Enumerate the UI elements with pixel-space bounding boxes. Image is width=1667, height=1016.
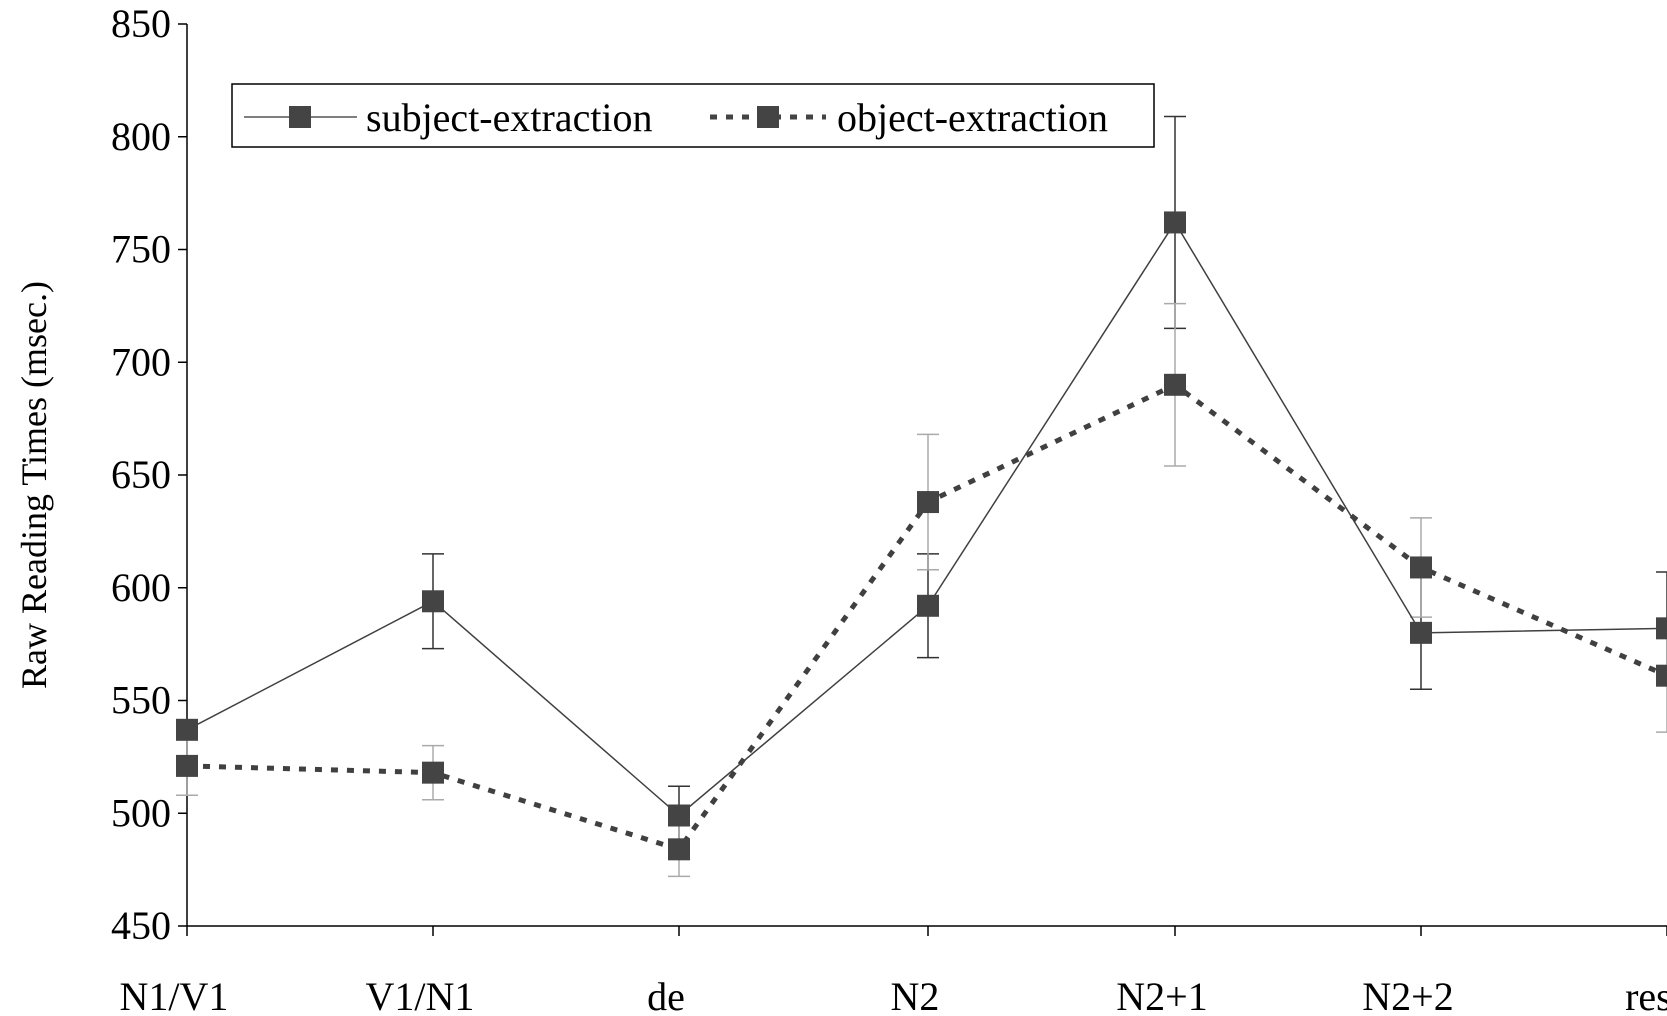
data-point-subject-extraction: [1164, 211, 1186, 234]
x-tick-label: N2+1: [1116, 974, 1207, 1016]
x-tick-label: N2: [891, 974, 940, 1016]
x-tick-label: N1/V1: [120, 974, 229, 1016]
data-point-object-extraction: [1410, 556, 1432, 579]
y-tick-label: 650: [111, 452, 171, 497]
x-tick-label: V1/N1: [366, 974, 475, 1016]
y-tick-label: 500: [111, 790, 171, 835]
legend-marker-object: [757, 106, 779, 128]
y-tick-label: 450: [111, 903, 171, 948]
data-point-object-extraction: [917, 491, 939, 514]
y-tick-label: 550: [111, 678, 171, 723]
data-point-subject-extraction: [917, 594, 939, 617]
data-point-subject-extraction: [668, 804, 690, 827]
y-axis-title: Raw Reading Times (msec.): [14, 281, 54, 689]
data-point-subject-extraction: [422, 590, 444, 613]
data-point-object-extraction: [176, 754, 198, 777]
series-line-object-extraction: [186, 381, 1667, 853]
series-markers: [176, 211, 1667, 861]
legend: subject-extraction object-extraction: [231, 83, 1155, 148]
x-tick-label: de: [647, 974, 685, 1016]
data-point-subject-extraction: [176, 718, 198, 741]
data-point-subject-extraction: [1656, 617, 1667, 640]
data-point-subject-extraction: [1410, 621, 1432, 644]
legend-label-object: object-extraction: [837, 95, 1108, 140]
x-tick-label: rest: [1625, 974, 1667, 1016]
series-line-subject-extraction: [186, 221, 1667, 817]
data-point-object-extraction: [1656, 664, 1667, 687]
y-tick-label: 750: [111, 227, 171, 272]
data-point-object-extraction: [422, 761, 444, 784]
x-tick-label: N2+2: [1362, 974, 1453, 1016]
legend-marker-subject: [289, 106, 311, 128]
y-tick-label: 800: [111, 114, 171, 159]
series-lines: [186, 221, 1667, 853]
axes: 450 500 550 600 650 700 750 800 850 N1/V1 V1/N1 de N…: [111, 1, 1667, 1016]
data-point-object-extraction: [668, 838, 690, 861]
y-tick-label: 600: [111, 565, 171, 610]
legend-box: [231, 83, 1155, 148]
y-tick-label: 850: [111, 1, 171, 46]
data-point-object-extraction: [1164, 373, 1186, 396]
legend-label-subject: subject-extraction: [366, 95, 653, 140]
y-tick-label: 700: [111, 339, 171, 384]
